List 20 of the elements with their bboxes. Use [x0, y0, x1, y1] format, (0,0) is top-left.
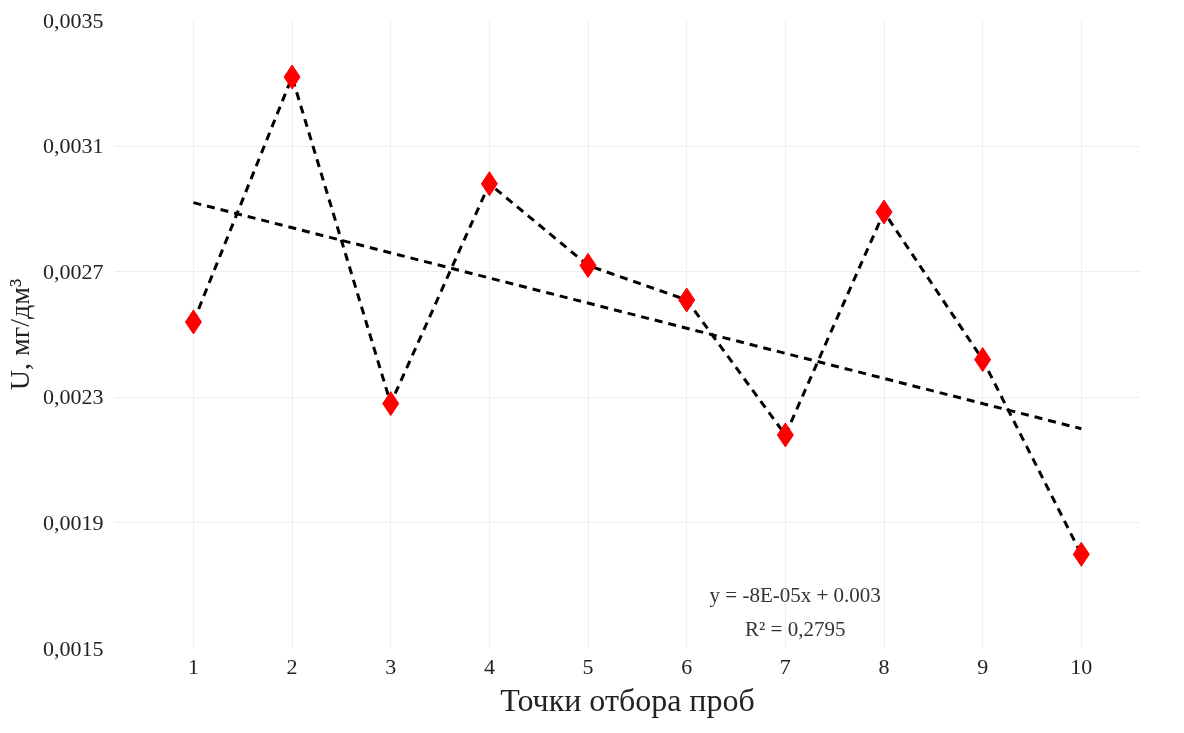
y-tick-label: 0,0027: [43, 258, 104, 284]
y-tick-label: 0,0015: [43, 635, 104, 661]
x-tick-label: 10: [1070, 653, 1093, 679]
y-tick-label: 0,0031: [43, 133, 104, 159]
y-tick-label: 0,0019: [43, 509, 104, 535]
x-tick-label: 3: [385, 653, 397, 679]
x-tick-label: 6: [681, 653, 693, 679]
x-axis-title: Точки отбора проб: [500, 681, 755, 718]
annotation: y = -8E-05x + 0.003: [709, 582, 881, 607]
y-axis-title: U, мг/дм³: [4, 278, 35, 391]
y-tick-label: 0,0023: [43, 384, 104, 410]
x-tick-label: 4: [483, 653, 495, 679]
x-tick-label: 7: [779, 653, 791, 679]
x-tick-label: 1: [187, 653, 199, 679]
x-tick-label: 5: [582, 653, 594, 679]
annotation: R² = 0,2795: [745, 616, 846, 641]
x-tick-label: 8: [878, 653, 890, 679]
x-tick-label: 2: [286, 653, 298, 679]
x-tick-label: 9: [977, 653, 989, 679]
y-tick-label: 0,0035: [43, 7, 104, 33]
